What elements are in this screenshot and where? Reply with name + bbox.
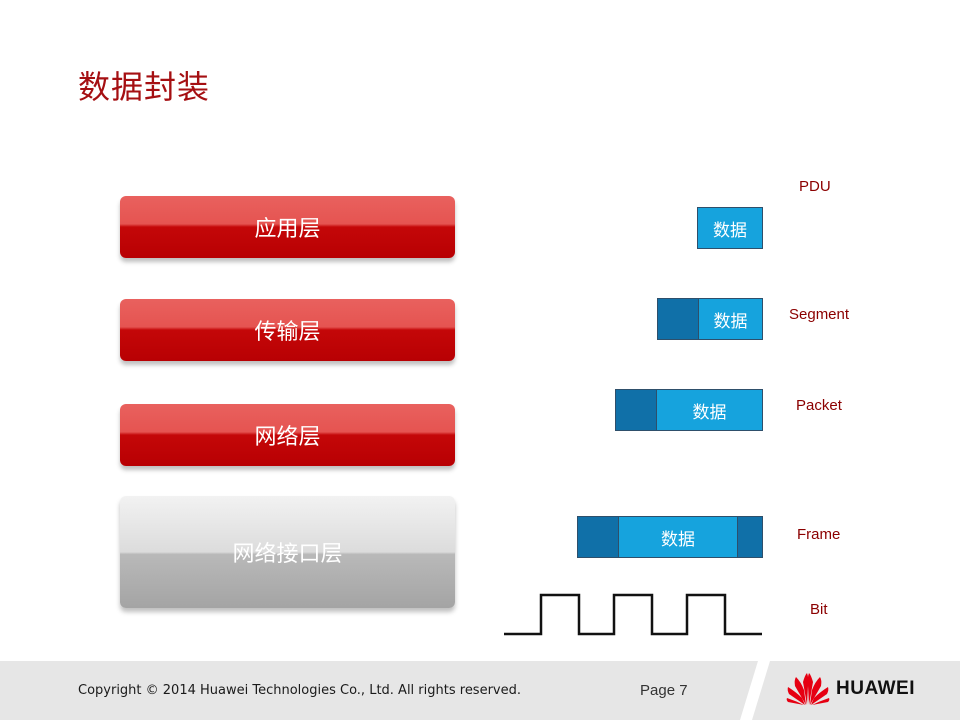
frame-header-block (578, 517, 619, 557)
slide-title: 数据封装 (78, 68, 211, 106)
footer-divider (740, 661, 770, 720)
pdu-label-bit: Bit (810, 601, 828, 618)
data-block: 数据 (619, 517, 737, 557)
brand-name: HUAWEI (836, 678, 915, 699)
pdu-label-segment: Segment (789, 306, 850, 323)
layer-label: 应用层 (254, 217, 321, 242)
pdu-application-data: 数据 (697, 207, 763, 249)
pdu-header-label: PDU (799, 178, 831, 195)
copyright-text: Copyright © 2014 Huawei Technologies Co.… (78, 683, 522, 698)
data-block: 数据 (698, 208, 762, 248)
pdu-label-packet: Packet (796, 397, 842, 414)
layer-transport: 传输层 (120, 299, 455, 361)
layer-application: 应用层 (120, 196, 455, 258)
data-block: 数据 (657, 390, 762, 430)
pdu-frame: 数据 (577, 516, 763, 558)
frame-trailer-block (737, 517, 762, 557)
layer-network: 网络层 (120, 404, 455, 466)
pdu-segment: 数据 (657, 298, 763, 340)
layer-label: 网络层 (254, 425, 321, 450)
page-number: Page 7 (640, 682, 688, 699)
layer-label: 传输层 (254, 320, 321, 345)
pdu-packet: 数据 (615, 389, 763, 431)
ip-header-block (616, 390, 657, 430)
tcp-header-block (658, 299, 699, 339)
layer-label: 网络接口层 (232, 542, 343, 567)
pdu-label-frame: Frame (797, 526, 841, 543)
bit-waveform (504, 593, 762, 636)
layer-network-interface: 网络接口层 (120, 496, 455, 608)
data-block: 数据 (699, 299, 762, 339)
huawei-logo: HUAWEI (786, 671, 915, 707)
huawei-petal-icon (786, 673, 830, 705)
